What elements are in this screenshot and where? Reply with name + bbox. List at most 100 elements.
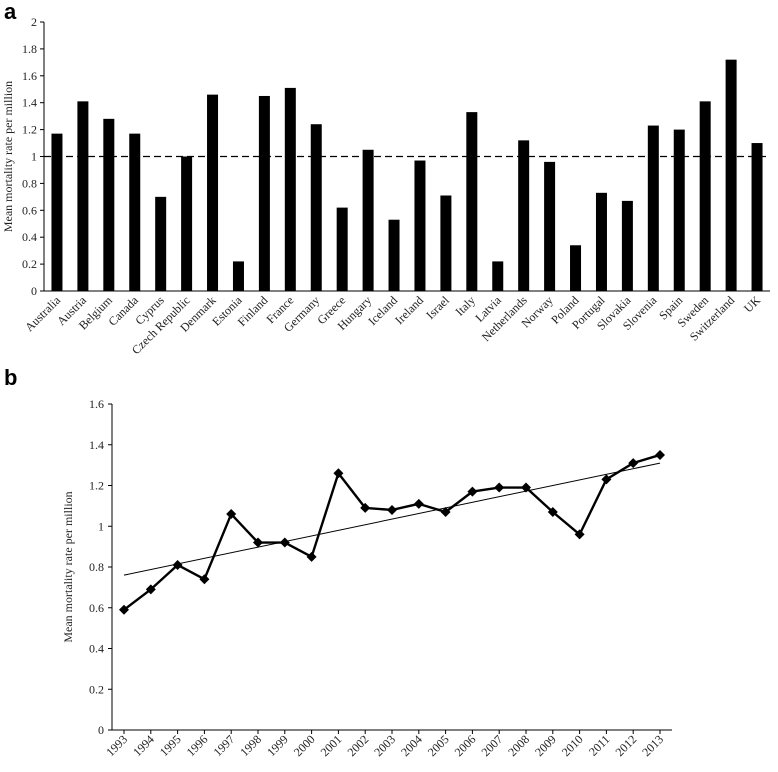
x-tick-label-b: 2008 — [505, 732, 532, 759]
data-point-2012 — [628, 458, 639, 469]
data-point-1998 — [253, 537, 263, 548]
data-point-2007 — [494, 482, 505, 493]
y-tick-label-a: 1.6 — [22, 69, 37, 83]
bar-israel — [440, 195, 452, 291]
x-tick-label-b: 2009 — [532, 732, 559, 759]
y-axis-label-a: Mean mortality rate per million — [1, 81, 15, 232]
data-point-1994 — [145, 584, 156, 595]
y-tick-label-b: 0.6 — [89, 601, 104, 615]
bar-portugal — [595, 192, 607, 291]
bar-belgium — [103, 118, 115, 291]
data-point-1996 — [199, 574, 210, 585]
x-tick-label-b: 2002 — [344, 732, 371, 759]
x-tick-label-b: 2000 — [291, 732, 318, 759]
bar-germany — [310, 124, 322, 291]
y-tick-label-a: 1 — [31, 150, 37, 164]
y-tick-label-a: 0.8 — [22, 176, 37, 190]
x-tick-label-b: 1993 — [103, 732, 130, 759]
bar-australia — [51, 133, 63, 291]
x-tick-label-a: Canada — [106, 293, 142, 329]
x-tick-label-b: 2006 — [452, 732, 479, 759]
y-tick-label-a: 0.2 — [22, 257, 37, 271]
chart-b-line-chart: 0 0.2 0.4 0.6 0.8 1 1.2 1.4 1.6 Mean mortality ra… — [61, 397, 672, 759]
bar-austria — [77, 101, 89, 291]
data-point-1995 — [172, 559, 183, 570]
data-point-2002 — [360, 502, 371, 513]
data-point-2003 — [387, 504, 397, 515]
bar-uk — [751, 143, 763, 291]
y-tick-label-a: 0.6 — [22, 203, 37, 217]
data-point-2009 — [547, 506, 558, 517]
bar-latvia — [492, 261, 504, 291]
bar-switzerland — [725, 59, 737, 291]
bar-france — [284, 87, 296, 291]
data-point-2005 — [440, 506, 451, 517]
y-tick-label-b: 0 — [98, 723, 104, 737]
bar-hungary — [362, 149, 374, 291]
bar-estonia — [232, 261, 244, 291]
data-point-2001 — [333, 468, 344, 479]
x-tick-label-b: 1999 — [264, 732, 291, 759]
data-point-2006 — [467, 486, 478, 497]
y-tick-label-a: 1.8 — [22, 42, 37, 56]
x-tick-label-b: 1996 — [184, 732, 211, 759]
y-tick-label-b: 0.2 — [89, 682, 104, 696]
x-tick-label-b: 2010 — [559, 732, 586, 759]
x-tick-label-b: 1998 — [237, 732, 264, 759]
x-tick-label-b: 2012 — [612, 732, 639, 759]
y-tick-label-a: 0.4 — [22, 230, 37, 244]
y-tick-label-a: 2 — [31, 15, 37, 29]
panel-label-b: b — [4, 365, 17, 390]
y-tick-label-a: 1.2 — [22, 123, 37, 137]
bar-denmark — [207, 94, 219, 291]
y-tick-label-b: 0.4 — [89, 642, 104, 656]
y-tick-label-b: 1.4 — [89, 438, 104, 452]
data-point-1999 — [279, 537, 290, 548]
bar-netherlands — [518, 140, 530, 291]
y-tick-label-b: 1.6 — [89, 397, 104, 411]
data-point-2011 — [601, 474, 612, 485]
bar-canada — [129, 133, 141, 291]
y-tick-label-b: 0.8 — [89, 560, 104, 574]
x-tick-label-b: 2013 — [639, 732, 666, 759]
y-tick-label-b: 1 — [98, 519, 104, 533]
y-axis-label-b: Mean mortality rate per million — [61, 491, 75, 642]
y-tick-label-b: 1.2 — [89, 479, 104, 493]
x-tick-label-b: 2001 — [318, 732, 345, 759]
bar-spain — [673, 129, 685, 291]
chart-a-bar-chart: 0 0.2 0.4 0.6 0.8 1 1.2 1.4 1.6 1.8 2 Mean mortalit… — [1, 15, 770, 357]
data-point-2000 — [306, 551, 317, 562]
x-tick-label-b: 1994 — [130, 732, 157, 759]
x-tick-label-b: 2011 — [586, 732, 613, 759]
x-tick-label-a: Israel — [423, 293, 452, 322]
bar-cyprus — [155, 196, 167, 291]
bar-finland — [258, 95, 270, 291]
bar-slovakia — [621, 200, 633, 291]
bar-ireland — [414, 160, 426, 291]
data-point-2010 — [574, 529, 585, 540]
data-point-2004 — [413, 498, 424, 509]
x-tick-label-b: 2005 — [425, 732, 452, 759]
x-tick-label-a: Australia — [22, 293, 63, 334]
x-tick-label-a: Ireland — [392, 293, 426, 327]
bar-poland — [570, 245, 582, 291]
x-tick-label-b: 2003 — [371, 732, 398, 759]
data-point-2008 — [521, 482, 531, 493]
x-tick-label-a: UK — [741, 293, 763, 315]
bar-greece — [336, 207, 348, 291]
x-tick-label-a: Iceland — [365, 293, 400, 328]
data-point-1993 — [119, 604, 129, 615]
bar-sweden — [699, 101, 711, 291]
data-point-2013 — [655, 449, 665, 460]
y-tick-label-a: 1.4 — [22, 96, 37, 110]
x-tick-label-b: 1997 — [210, 732, 237, 759]
x-tick-label-b: 2007 — [478, 732, 505, 759]
y-tick-label-a: 0 — [31, 284, 37, 298]
bar-slovenia — [647, 125, 659, 291]
x-tick-label-b: 1995 — [157, 732, 184, 759]
bar-iceland — [388, 219, 400, 291]
bar-czech-republic — [181, 156, 193, 291]
data-point-1997 — [226, 509, 237, 520]
bar-italy — [466, 112, 478, 292]
